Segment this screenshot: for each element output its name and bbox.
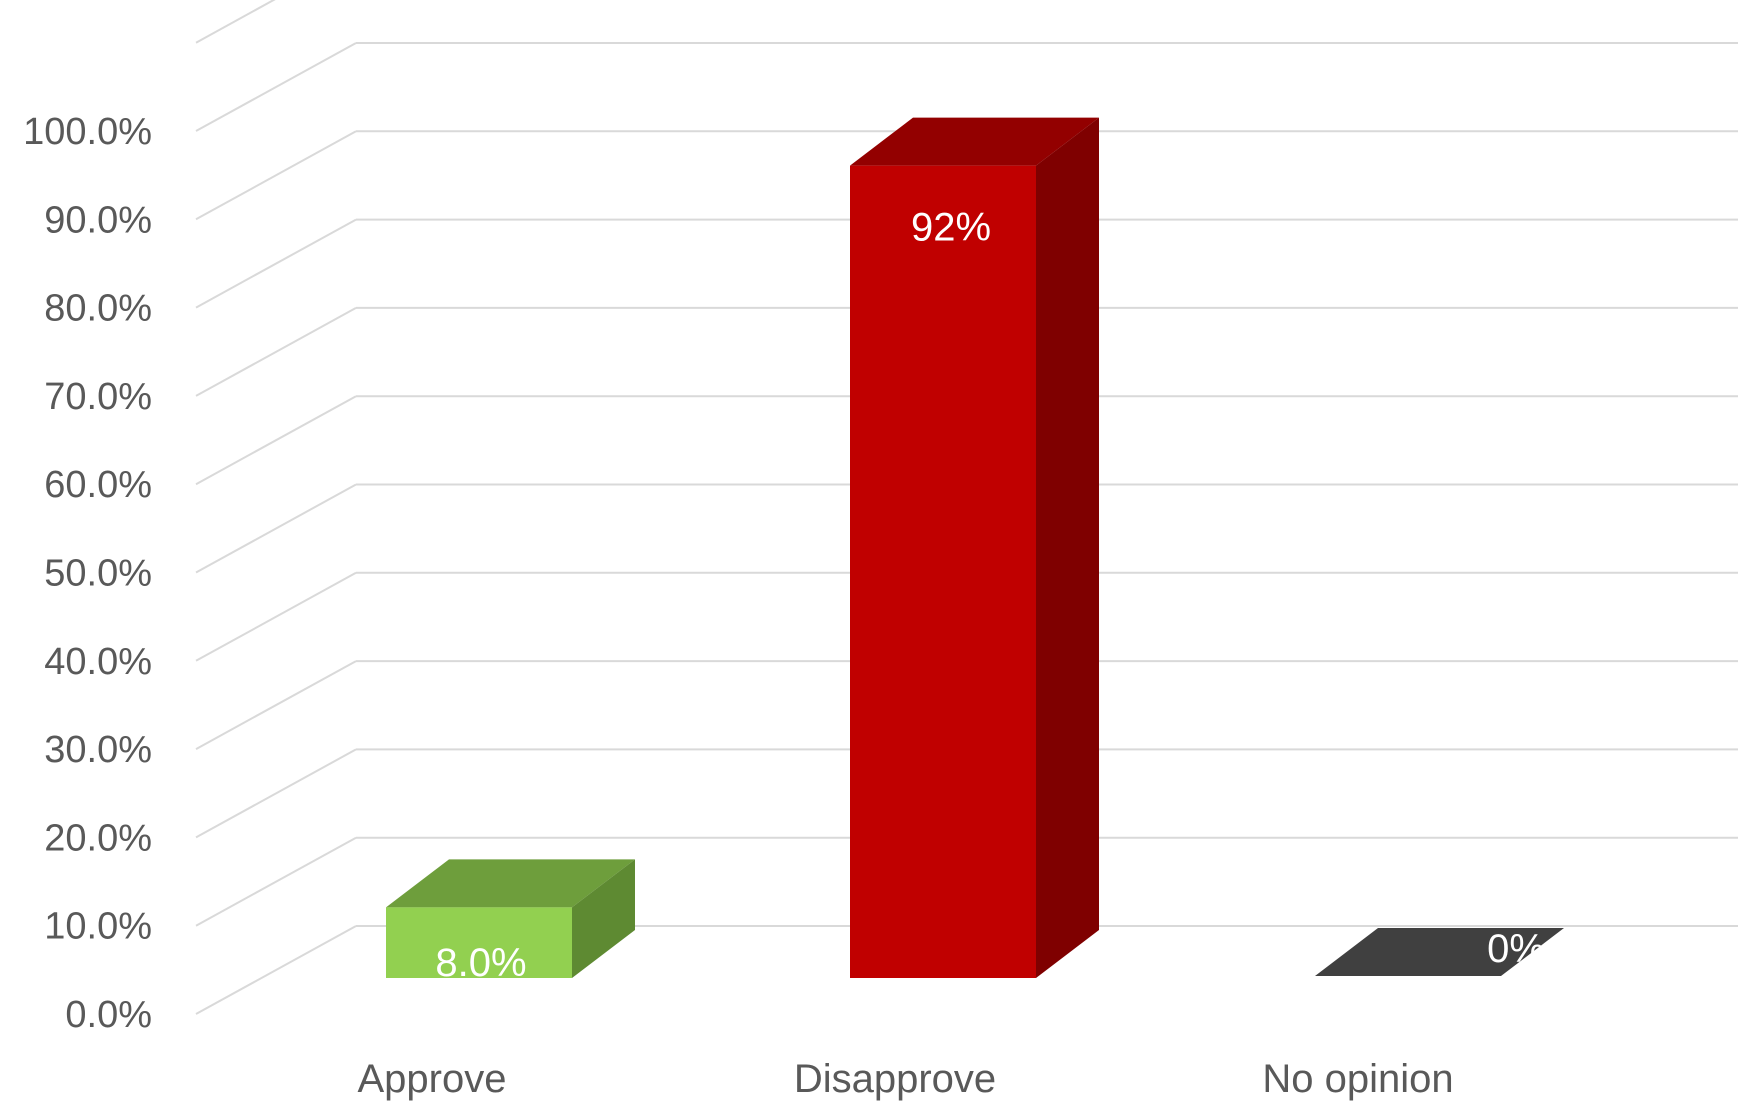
y-tick-label: 40.0% (44, 641, 152, 683)
bar-disapprove (850, 117, 1099, 978)
bar-no-opinion (1315, 928, 1564, 976)
bar-side-face (572, 859, 635, 978)
x-axis-categories: Approve Disapprove No opinion (358, 1057, 1454, 1101)
bar-side-face (1036, 117, 1099, 978)
x-category-label: Disapprove (794, 1057, 996, 1101)
gridline-diagonal (195, 748, 357, 839)
gridline-diagonal (195, 42, 357, 132)
data-labels: 8.0% 92% 0% (435, 206, 1544, 985)
gridline-diagonal (195, 571, 357, 662)
gridline-diagonal (195, 660, 357, 750)
gridline-diagonal (195, 218, 357, 309)
y-tick-label: 100.0% (23, 111, 152, 153)
bar-front-face (850, 165, 1036, 978)
gridline-diagonal (195, 0, 276, 44)
y-tick-label: 30.0% (44, 729, 152, 771)
y-axis-ticks: 0.0% 10.0% 20.0% 30.0% 40.0% 50.0% 60.0% 70.0% 8… (23, 111, 152, 1036)
bar-top-face (386, 859, 635, 908)
gridline-diagonal (195, 483, 357, 574)
gridline-diagonal (195, 836, 357, 927)
bars (386, 117, 1564, 978)
y-tick-label: 80.0% (44, 288, 152, 330)
y-tick-label: 90.0% (44, 199, 152, 241)
y-tick-label: 20.0% (44, 817, 152, 859)
x-category-label: Approve (358, 1057, 507, 1101)
bar-front-face (386, 907, 572, 978)
data-label: 8.0% (435, 941, 526, 985)
bar-top-face (850, 117, 1099, 166)
gridline-diagonal (195, 130, 357, 221)
bar-approve (386, 859, 635, 978)
gridline-diagonal (195, 925, 357, 1015)
y-tick-label: 60.0% (44, 464, 152, 506)
bar-top-face (1315, 928, 1564, 976)
gridline-diagonal (195, 395, 357, 486)
y-tick-label: 70.0% (44, 376, 152, 418)
x-category-label: No opinion (1262, 1057, 1453, 1101)
gridline-diagonal (195, 307, 357, 397)
data-label: 92% (911, 206, 991, 250)
data-label: 0% (1487, 927, 1545, 971)
y-tick-label: 50.0% (44, 553, 152, 595)
y-tick-label: 0.0% (65, 994, 152, 1036)
y-tick-label: 10.0% (44, 906, 152, 948)
